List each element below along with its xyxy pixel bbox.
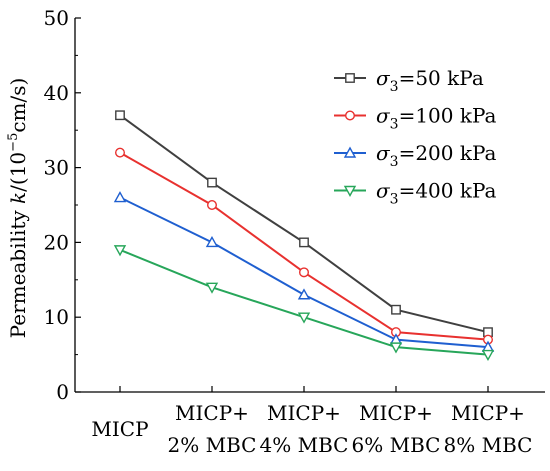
legend-label: σ3=50 kPa (376, 66, 484, 95)
y-axis-label-middle: /(10 (6, 152, 30, 192)
data-point (115, 110, 125, 121)
x-tick-label-line2: 6% MBC (352, 433, 441, 457)
x-tick-label-line1: MICP+ (175, 401, 249, 425)
x-tick-label-line2: 4% MBC (260, 433, 349, 457)
x-tick-label-line1: MICP+ (359, 401, 433, 425)
legend-label-text: =400 kPa (399, 179, 497, 203)
legend-label-text: =200 kPa (399, 141, 497, 165)
legend-label-text: =100 kPa (399, 104, 497, 128)
x-tick-label-line2: 2% MBC (168, 433, 257, 457)
y-axis-label: Permeability k/(10−5cm/s) (6, 78, 30, 339)
series-2 (114, 147, 494, 345)
data-point (205, 235, 219, 248)
legend-label-subscript: 3 (390, 192, 399, 208)
series-lines (113, 110, 495, 362)
x-tick-label-line1: MICP+ (267, 401, 341, 425)
series-line (119, 248, 489, 356)
data-point (481, 349, 495, 362)
legend-label-subscript: 3 (390, 79, 399, 95)
y-axis-label-exponent: −5 (6, 133, 21, 152)
x-tick-label: MICP+ 2% MBC (168, 401, 257, 457)
y-tick-label: 20 (44, 230, 69, 254)
y-tick-label: 50 (44, 6, 69, 30)
legend-item: σ3=400 kPa (334, 179, 497, 208)
y-axis-label-prefix: Permeability (6, 204, 30, 338)
legend-label-text: =50 kPa (399, 66, 484, 90)
x-tick-label-line1: MICP+ (451, 401, 525, 425)
legend-item: σ3=50 kPa (334, 66, 484, 95)
y-tick-label: 0 (56, 380, 69, 404)
data-point (299, 267, 310, 278)
legend-label-symbol: σ (376, 104, 391, 128)
series-1 (115, 110, 493, 338)
data-point (299, 237, 309, 248)
data-point (207, 177, 217, 188)
x-tick-label-line2: 8% MBC (444, 433, 533, 457)
legend-label-subscript: 3 (390, 117, 399, 133)
y-axis-label-symbol: k (6, 192, 30, 204)
legend-label-symbol: σ (376, 141, 391, 165)
y-tick-label: 30 (44, 156, 69, 180)
legend-label: σ3=400 kPa (376, 179, 497, 208)
data-point (114, 147, 125, 158)
x-tick-label: MICP+ 6% MBC (352, 401, 441, 457)
data-point (389, 342, 403, 354)
x-tick-label: MICP+ 4% MBC (260, 401, 349, 457)
data-point (113, 191, 127, 203)
data-point (391, 304, 401, 315)
legend-label-symbol: σ (376, 66, 391, 90)
legend-item: σ3=100 kPa (334, 104, 497, 133)
legend-label: σ3=100 kPa (376, 104, 497, 133)
legend-swatch-marker (345, 73, 355, 83)
legend-label-symbol: σ (376, 179, 391, 203)
legend-item: σ3=200 kPa (334, 141, 497, 170)
y-tick-label: 10 (44, 305, 69, 329)
legend-label: σ3=200 kPa (376, 141, 497, 170)
data-point (206, 199, 217, 210)
x-tick-label: MICP (91, 417, 148, 441)
data-point (205, 282, 219, 294)
data-point (297, 288, 311, 300)
series-3 (113, 191, 495, 352)
legend-swatch-marker (343, 185, 357, 197)
x-tick-label: MICP+ 8% MBC (444, 401, 533, 457)
y-axis-label-suffix: cm/s) (6, 78, 30, 133)
y-tick-label: 40 (44, 81, 69, 105)
legend-label-subscript: 3 (390, 154, 399, 170)
legend-swatch-marker (345, 110, 356, 121)
legend-swatch-marker (343, 146, 357, 158)
data-point (113, 245, 127, 257)
series-4 (113, 245, 495, 362)
data-point (297, 312, 311, 324)
